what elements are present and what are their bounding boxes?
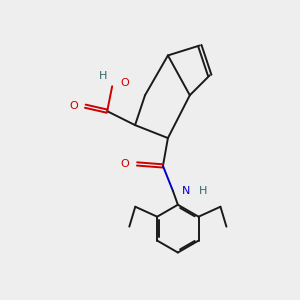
Text: O: O — [121, 159, 130, 169]
Text: H: H — [99, 71, 107, 81]
Text: O: O — [121, 78, 130, 88]
Text: N: N — [182, 186, 190, 196]
Text: H: H — [199, 186, 207, 196]
Text: O: O — [69, 101, 78, 111]
